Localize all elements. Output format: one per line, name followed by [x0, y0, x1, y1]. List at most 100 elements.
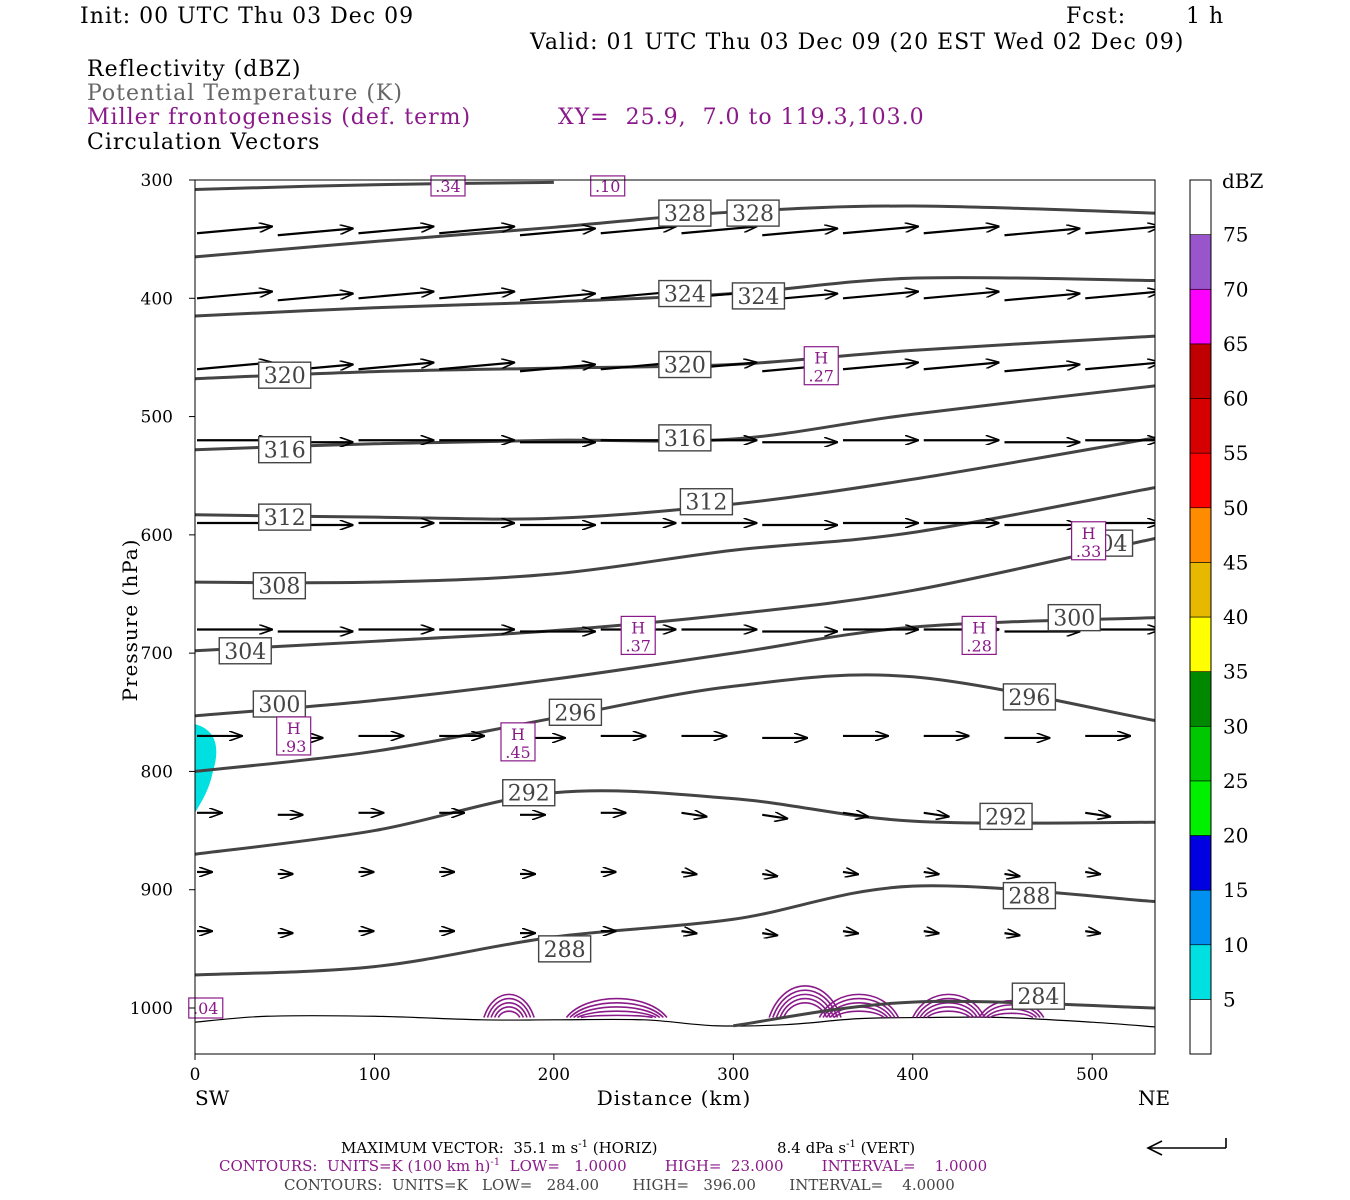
cross-section-xy: XY= 25.9, 7.0 to 119.3,103.0 [558, 105, 925, 130]
y-tick-label: 300 [141, 171, 173, 191]
fronto-max-box [276, 716, 312, 756]
frontogenesis-contour [833, 1010, 885, 1019]
circulation-vector [196, 226, 272, 235]
circulation-vector [842, 813, 868, 817]
circulation-vector [1085, 363, 1155, 371]
y-tick-label: 700 [141, 644, 173, 664]
circulation-vector [923, 872, 939, 874]
colorbar-level: 20 [1223, 824, 1248, 848]
x-axis-title: Distance (km) [597, 1086, 752, 1110]
contour-label-box [258, 435, 312, 464]
colorbar-level: 15 [1223, 878, 1248, 902]
max-vector-vert-text: 8.4 dPa s [777, 1139, 847, 1157]
fronto-max-value: .27 [809, 367, 834, 386]
fronto-max-box [188, 997, 224, 1019]
circulation-vector [923, 363, 999, 371]
contour-label: 292 [985, 805, 1027, 830]
theta-contour-304 [195, 536, 1155, 653]
circulation-vector [923, 931, 939, 933]
circulation-vector [1004, 365, 1079, 373]
frontogenesis-contour [982, 1004, 1041, 1018]
frontogenesis-contour [985, 1008, 1038, 1019]
field-vectors: Circulation Vectors [87, 130, 321, 155]
colorbar-swatch [1189, 179, 1212, 235]
fronto-max-value: .04 [193, 999, 218, 1018]
contour-label: 316 [264, 439, 306, 464]
contour-label-box [252, 572, 307, 600]
contour-label-box [258, 361, 312, 389]
circulation-vector [1004, 933, 1019, 935]
fronto-max-label: H [287, 719, 301, 738]
frontogenesis-contour [978, 999, 1045, 1018]
theta-contour-320 [195, 334, 1155, 381]
colorbar-swatch [1189, 562, 1212, 618]
colorbar-level: 5 [1223, 987, 1236, 1011]
circulation-vector [277, 228, 353, 237]
contour-label: 316 [664, 427, 706, 452]
colorbar-swatch [1189, 889, 1212, 946]
reference-vector-icon [1146, 1138, 1227, 1156]
contours-fronto-sup: -1 [490, 1157, 501, 1168]
circulation-vector [439, 226, 514, 235]
colorbar-level: 40 [1223, 605, 1248, 629]
colorbar-swatch [1189, 780, 1212, 836]
circulation-vector [1085, 292, 1155, 300]
field-theta: Potential Temperature (K) [87, 81, 403, 106]
x-tick-label: 0 [190, 1065, 201, 1085]
contour-label-box [252, 690, 307, 718]
colorbar-level: 60 [1223, 387, 1248, 411]
contour-label: 320 [264, 364, 306, 389]
colorbar-swatch [1189, 999, 1212, 1055]
max-vector-text: MAXIMUM VECTOR: 35.1 m s [341, 1139, 579, 1157]
frontogenesis-contour [573, 1006, 661, 1019]
contours-fronto-b: LOW= 1.0000 HIGH= 23.000 INTERVAL= 1.000… [500, 1157, 988, 1175]
contour-label: 296 [554, 701, 596, 726]
max-vector-vert-unit-sup: -1 [846, 1139, 856, 1150]
fronto-max-value: .28 [966, 636, 991, 655]
fronto-max-box [1071, 521, 1107, 561]
frontogenesis-contour [825, 1001, 892, 1018]
colorbar-level: 55 [1223, 441, 1248, 465]
circulation-vector [923, 226, 999, 235]
circulation-vector [439, 292, 514, 300]
max-vector-vert-end: (VERT) [855, 1139, 916, 1157]
circulation-vector [842, 226, 918, 235]
circulation-vector [1004, 228, 1079, 237]
fronto-max-label: H [511, 725, 525, 744]
field-frontogenesis: Miller frontogenesis (def. term) [87, 105, 472, 130]
circulation-vector [842, 931, 858, 933]
colorbar-swatch [1189, 343, 1212, 399]
colorbar-swatch [1189, 234, 1212, 290]
circulation-vector [1085, 226, 1155, 235]
contour-label-box [658, 350, 712, 379]
contour-label: 288 [544, 938, 586, 963]
frontogenesis-contour [915, 997, 982, 1018]
frontogenesis-contour [493, 1006, 525, 1018]
colorbar-swatch [1189, 398, 1212, 454]
colorbar-swatch [1189, 671, 1212, 727]
colorbar-level: 30 [1223, 714, 1248, 738]
max-vector-horiz: (HORIZ) [587, 1139, 658, 1157]
frontogenesis-contour [580, 1014, 653, 1019]
fronto-max-box [500, 722, 536, 762]
contour-label-box [726, 199, 780, 227]
contour-label-box [1047, 603, 1101, 632]
fronto-max-box [590, 175, 626, 197]
theta-contour-288 [195, 884, 1155, 977]
fronto-max-value: .37 [625, 636, 650, 655]
fronto-max-value: .10 [595, 177, 620, 196]
colorbar-swatch [1189, 725, 1212, 782]
circulation-vector [439, 363, 514, 371]
x-tick-label: 200 [538, 1065, 570, 1085]
y-tick-label: 800 [141, 762, 173, 782]
theta-contour-312 [195, 436, 1155, 521]
circulation-vector [358, 292, 433, 300]
fronto-max-value: .34 [435, 177, 460, 196]
contour-label: 328 [664, 202, 706, 227]
contour-label: 296 [1008, 686, 1050, 711]
contour-label-box [1002, 881, 1057, 910]
colorbar-level: 45 [1223, 550, 1248, 574]
fronto-max-box [620, 615, 656, 656]
theta-contour-328 [195, 180, 554, 191]
colorbar-level: 65 [1223, 332, 1248, 356]
